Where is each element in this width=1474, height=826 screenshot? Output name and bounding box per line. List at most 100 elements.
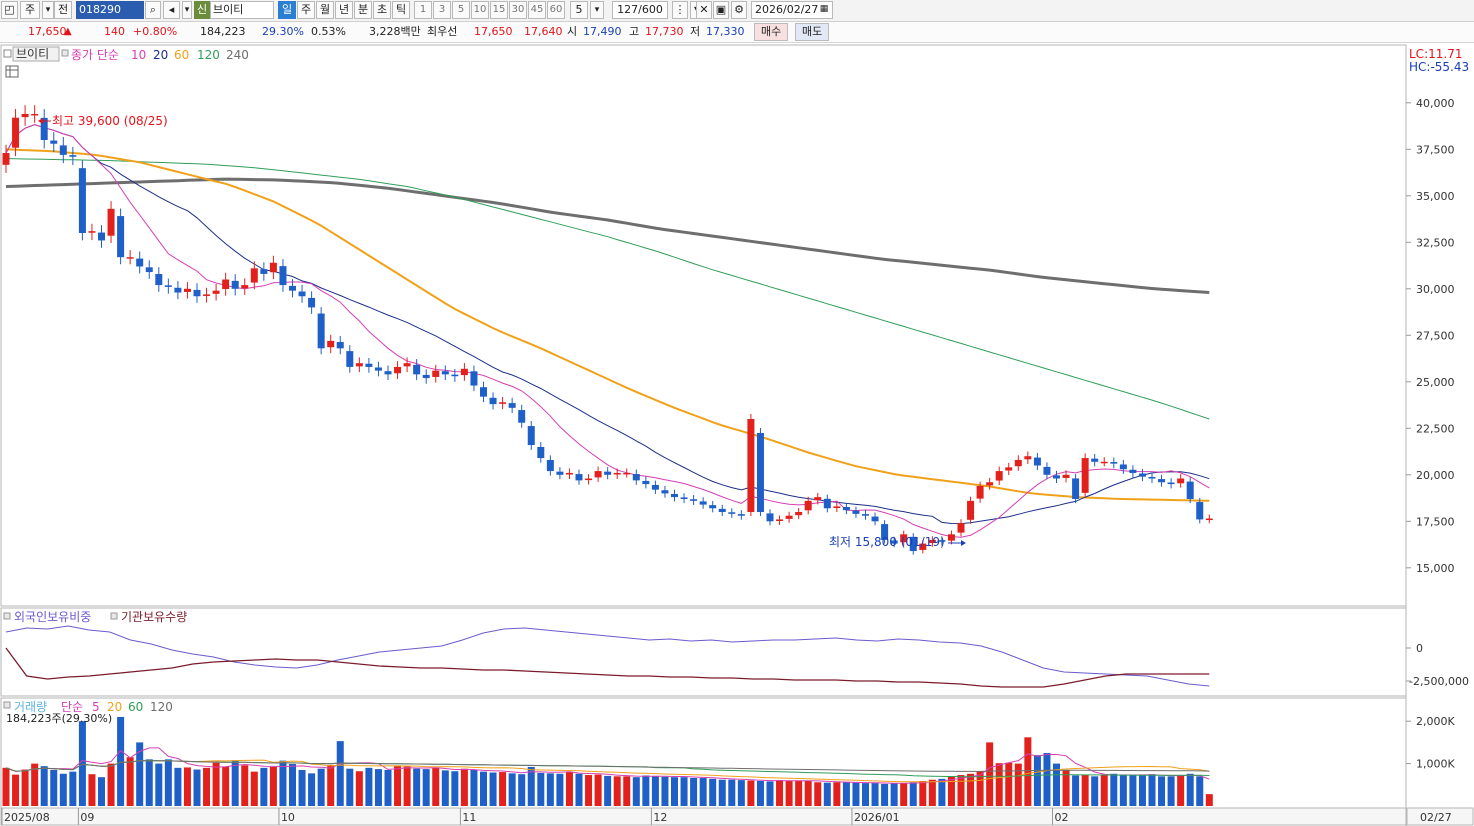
interval-button-1[interactable]: 3 [433,1,451,19]
volume-bar [31,763,39,806]
interval-button-6[interactable]: 45 [528,1,546,19]
candle-body [346,351,354,367]
custom-interval-input[interactable]: 5 [570,1,588,19]
ma20-line [5,124,1210,525]
interval-button-2[interactable]: 5 [452,1,470,19]
candle-body [957,523,965,533]
legend-vol-ma60: 60 [128,700,143,714]
candle-body [766,513,774,522]
candle-body [546,460,554,472]
interval-button-4[interactable]: 15 [490,1,508,19]
current-price: 17,650 [28,25,67,38]
sell-button[interactable]: 매도 [795,23,830,41]
speaker-dropdown-icon[interactable]: ▾ [182,1,192,19]
volume-bar [1005,762,1013,806]
candle-body [1158,479,1166,483]
candle-body [995,471,1003,481]
candle-body [451,374,459,377]
buy-button[interactable]: 매수 [754,23,789,41]
settings-gear-icon[interactable]: ⚙ [731,1,747,19]
save-icon[interactable]: ▣ [713,1,729,19]
volume-bar [986,742,994,806]
data-count-field[interactable]: 127/600 [612,1,668,19]
ma10-line [5,124,1210,538]
candle-body [518,410,526,423]
date-label-0: 2025/08 [4,811,50,824]
market-dropdown-icon[interactable]: ▾ [42,1,54,19]
candle-body [928,539,936,544]
calendar-icon[interactable]: ▦ [819,4,829,14]
period-button-3[interactable]: 년 [335,1,353,19]
candle-body [508,403,516,408]
candle-body [203,294,211,296]
candle-body [718,508,726,512]
candle-body [795,512,803,516]
interval-button-3[interactable]: 10 [471,1,489,19]
stock-code-input[interactable]: 018290 [76,1,144,19]
period-button-5[interactable]: 초 [373,1,391,19]
candle-body [1033,457,1041,466]
ownership-panel [0,607,1407,697]
price-tick-label-9: 37,500 [1416,143,1455,156]
candle-body [499,402,507,404]
volume-bar [919,780,927,806]
volume-bar [222,766,230,806]
volume-bar [995,763,1003,806]
period-button-1[interactable]: 주 [297,1,315,19]
candle-body [852,510,860,514]
candle-body [403,363,411,367]
date-label-2: 10 [281,811,295,824]
stock-name-field[interactable]: 브이티 [210,1,274,19]
candle-body [308,297,316,308]
volume-bar [480,771,487,806]
window-menu-icon[interactable]: ◰ [1,1,18,19]
volume-bar [1119,775,1127,806]
best-quote-label: 최우선 [427,25,458,38]
candle-body [164,285,172,287]
period-button-4[interactable]: 분 [354,1,372,19]
change-percent: +0.80% [133,25,178,38]
search-icon[interactable]: ⌕ [145,1,161,19]
chart-type-icon[interactable]: ⋮ [672,1,688,19]
date-label-1: 09 [80,811,94,824]
volume-bar [842,782,850,806]
market-select[interactable]: 주 [20,1,40,19]
candle-body [155,274,163,286]
volume-bar [747,780,755,806]
candle-body [776,519,784,522]
period-button-6[interactable]: 틱 [392,1,410,19]
candle-body [355,363,363,367]
volume-bar [852,782,860,806]
crosshair-icon[interactable]: ✕ [696,1,712,19]
volume-bar [12,774,20,806]
volume-bar [470,769,478,806]
volume-current: 184,223주(29.30%) [6,712,112,725]
speaker-icon[interactable]: ◂ [163,1,180,19]
volume-bar [642,775,650,806]
interval-button-5[interactable]: 30 [509,1,527,19]
volume-bar [212,762,220,806]
volume-bar [174,767,182,806]
volume-bar [785,780,793,806]
legend-toggle-icon[interactable] [3,49,12,58]
trade-amount: 3,228백만 [369,25,421,38]
candle-body [260,269,268,274]
toolbar: ◰ 주 ▾ 전 018290 ⌕ ◂ ▾ 신 브이티 5 ▾ 127/600 ⋮… [0,0,1474,22]
period-button-0[interactable]: 일 [278,1,296,19]
interval-dropdown-icon[interactable]: ▾ [590,1,604,19]
interval-button-7[interactable]: 60 [547,1,565,19]
volume-bar [1081,774,1089,806]
volume-bar [289,764,296,806]
candle-body [842,506,850,511]
candle-body [1005,467,1013,471]
candle-body [890,540,898,544]
candle-body [231,280,239,289]
date-field[interactable]: 2026/02/27 [751,1,833,19]
volume-bar [718,779,726,806]
volume-bar [690,778,698,806]
table-view-icon[interactable] [5,65,19,78]
interval-button-0[interactable]: 1 [414,1,432,19]
candle-body [136,258,144,267]
period-button-2[interactable]: 월 [316,1,334,19]
